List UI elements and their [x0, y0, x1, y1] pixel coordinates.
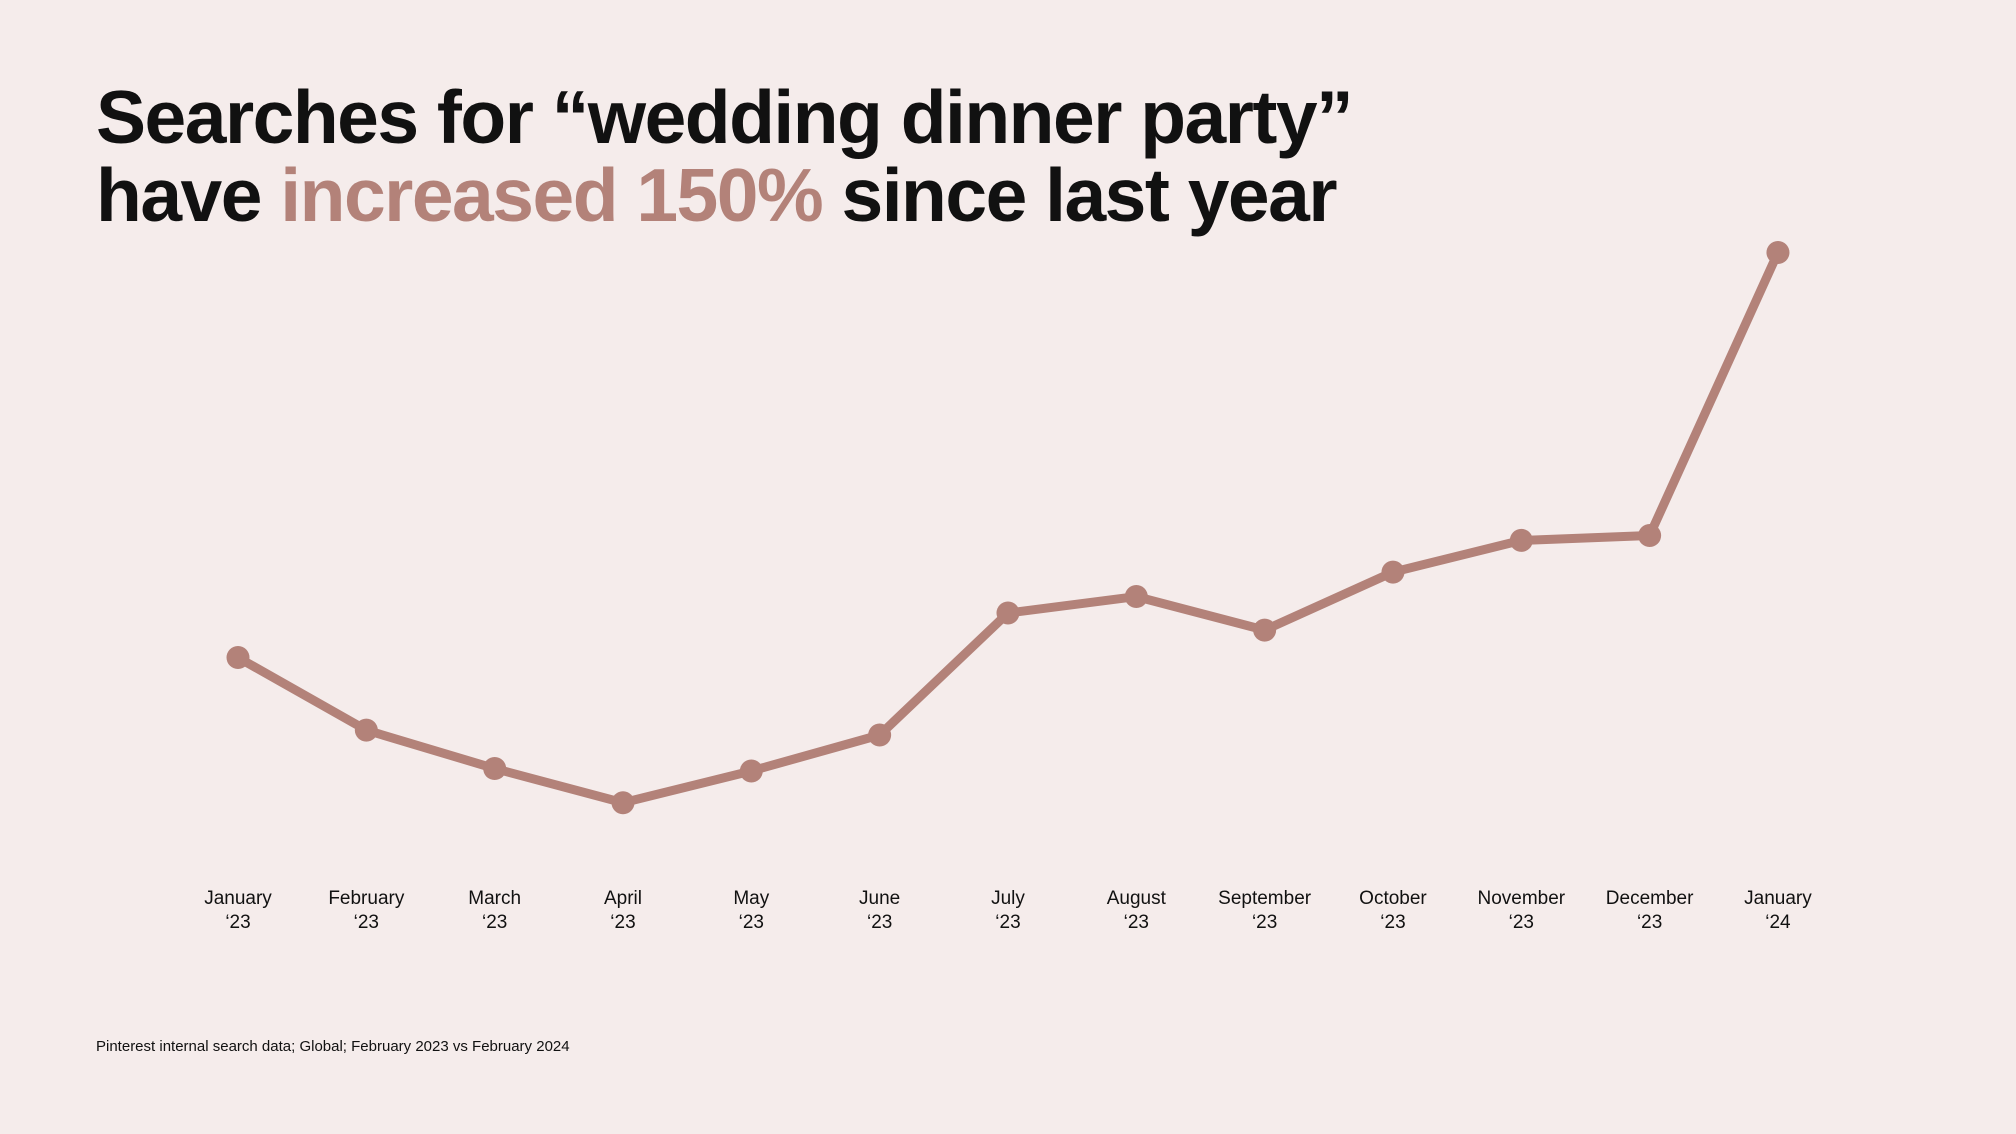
x-tick-label: January ‘23 — [204, 888, 272, 933]
series-line-segment — [746, 730, 885, 776]
x-tick-year: ‘23 — [1637, 912, 1662, 933]
series-line-segment — [233, 653, 371, 735]
x-tick-month: August — [1107, 888, 1167, 909]
series-line-segment — [1516, 531, 1655, 545]
x-tick-year: ‘23 — [1124, 912, 1149, 933]
x-tick-label: April ‘23 — [604, 888, 642, 933]
data-point — [1253, 618, 1277, 642]
x-tick-year: ‘23 — [610, 912, 635, 933]
x-tick-label: February ‘23 — [328, 888, 405, 933]
x-tick-month: January — [204, 888, 272, 909]
data-point — [354, 718, 378, 742]
x-tick-year: ‘23 — [354, 912, 379, 933]
data-point — [226, 646, 250, 670]
data-point — [868, 723, 892, 747]
data-point — [483, 757, 507, 781]
data-point — [1509, 528, 1533, 552]
title-line-1: Searches for “wedding dinner party” — [96, 75, 1354, 159]
data-point — [1124, 585, 1148, 609]
series-line-segment — [1645, 248, 1783, 541]
series-line-segment — [618, 766, 756, 808]
source-footnote: Pinterest internal search data; Global; … — [96, 1038, 570, 1055]
x-tick-year: ‘24 — [1765, 912, 1791, 933]
series-line-segment — [490, 764, 628, 808]
x-tick-year: ‘23 — [1380, 912, 1405, 933]
data-point — [611, 791, 635, 815]
x-tick-label: November ‘23 — [1477, 888, 1565, 933]
x-tick-month: February — [328, 888, 405, 909]
x-tick-label: December ‘23 — [1606, 888, 1694, 933]
x-tick-month: December — [1606, 888, 1694, 909]
x-tick-label: May ‘23 — [733, 888, 769, 933]
series-line-segment — [1260, 567, 1398, 635]
page-title: Searches for “wedding dinner party” have… — [96, 75, 1354, 237]
title-line-2-start: have — [96, 153, 281, 237]
x-tick-year: ‘23 — [482, 912, 507, 933]
x-tick-year: ‘23 — [995, 912, 1020, 933]
x-tick-label: June ‘23 — [859, 888, 900, 933]
x-tick-month: June — [859, 888, 900, 909]
x-tick-year: ‘23 — [1509, 912, 1534, 933]
x-tick-label: January ‘24 — [1744, 888, 1812, 933]
data-point — [1766, 241, 1790, 264]
series-line-segment — [875, 608, 1013, 740]
title-line-2-end: since last year — [822, 153, 1338, 237]
x-tick-label: August ‘23 — [1107, 888, 1167, 933]
x-tick-month: January — [1744, 888, 1812, 909]
data-point — [739, 759, 763, 783]
series-line-segment — [1131, 592, 1270, 635]
x-tick-month: April — [604, 888, 642, 909]
x-tick-label: October ‘23 — [1359, 888, 1427, 933]
x-tick-month: October — [1359, 888, 1427, 909]
data-point — [1638, 524, 1662, 548]
x-tick-year: ‘23 — [1252, 912, 1277, 933]
x-tick-label: September ‘23 — [1218, 888, 1312, 933]
title-highlight: increased 150% — [280, 153, 823, 237]
series-line-segment — [1388, 535, 1526, 577]
x-tick-month: March — [468, 888, 521, 909]
data-point — [996, 601, 1020, 625]
series-line-segment — [1003, 592, 1141, 618]
x-tick-month: November — [1477, 888, 1565, 909]
x-tick-year: ‘23 — [867, 912, 892, 933]
x-tick-month: September — [1218, 888, 1312, 909]
x-tick-month: July — [991, 888, 1025, 909]
series-line-segment — [361, 725, 500, 774]
x-tick-label: March ‘23 — [468, 888, 521, 933]
x-tick-year: ‘23 — [225, 912, 250, 933]
x-tick-label: July ‘23 — [991, 888, 1025, 933]
x-tick-month: May — [733, 888, 769, 909]
x-tick-year: ‘23 — [739, 912, 764, 933]
data-point — [1381, 560, 1405, 584]
